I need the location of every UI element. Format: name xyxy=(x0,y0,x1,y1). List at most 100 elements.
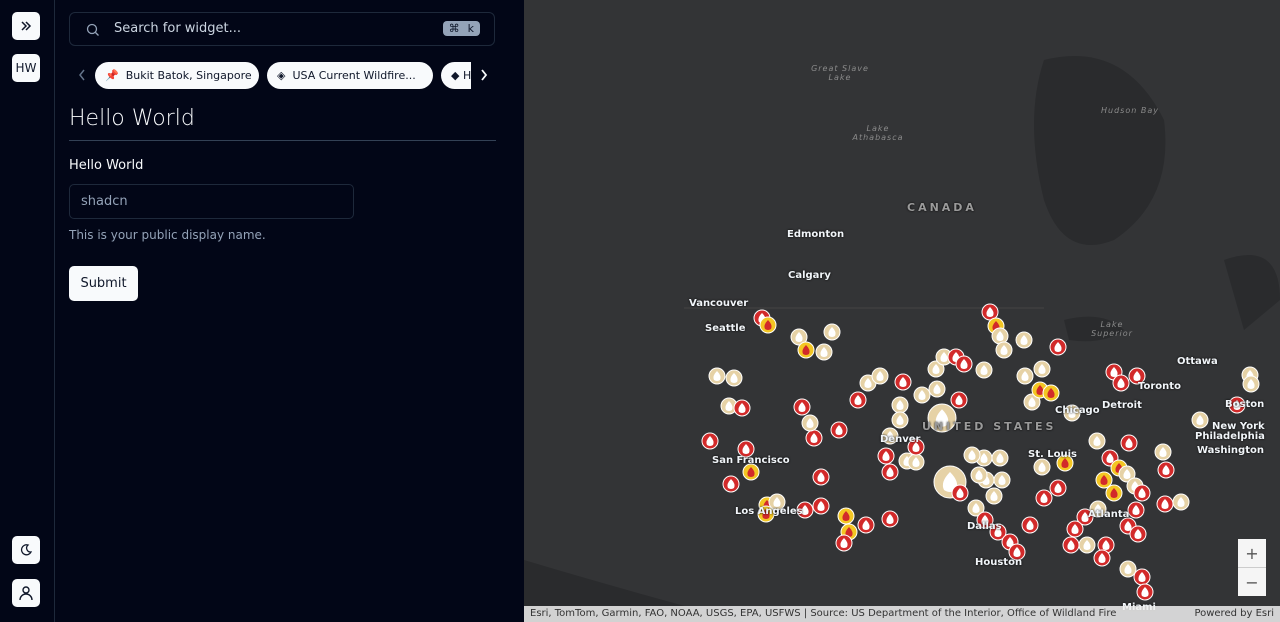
fire-marker[interactable] xyxy=(1016,367,1034,385)
fire-marker[interactable] xyxy=(950,391,968,409)
expand-button[interactable] xyxy=(12,12,40,40)
fire-marker[interactable] xyxy=(907,438,925,456)
chip[interactable]: ◆ H xyxy=(441,62,471,89)
fire-marker[interactable] xyxy=(1127,501,1145,519)
fire-marker[interactable] xyxy=(1076,508,1094,526)
fire-marker[interactable] xyxy=(1228,396,1246,414)
theme-button[interactable] xyxy=(12,536,40,564)
fire-marker[interactable] xyxy=(1023,393,1041,411)
fire-marker[interactable] xyxy=(1133,568,1151,586)
fire-marker[interactable] xyxy=(881,463,899,481)
fire-marker[interactable] xyxy=(1118,465,1136,483)
fire-marker[interactable] xyxy=(768,493,786,511)
fire-marker[interactable] xyxy=(951,484,969,502)
fire-marker[interactable] xyxy=(1097,536,1115,554)
fire-marker[interactable] xyxy=(722,475,740,493)
fire-marker[interactable] xyxy=(970,466,988,484)
fire-marker[interactable] xyxy=(1089,500,1107,518)
fire-marker[interactable] xyxy=(737,440,755,458)
chip-next[interactable] xyxy=(479,68,489,82)
fire-marker[interactable] xyxy=(812,468,830,486)
fire-marker[interactable] xyxy=(1112,374,1130,392)
fire-marker[interactable] xyxy=(733,399,751,417)
fire-marker[interactable] xyxy=(967,499,985,517)
fire-marker[interactable] xyxy=(1128,367,1146,385)
fire-marker[interactable] xyxy=(793,398,811,416)
fire-marker[interactable] xyxy=(991,449,1009,467)
user-button[interactable] xyxy=(12,579,40,607)
fire-marker[interactable] xyxy=(928,380,946,398)
fire-marker[interactable] xyxy=(805,429,823,447)
fire-marker[interactable] xyxy=(708,367,726,385)
fire-marker[interactable] xyxy=(1191,411,1209,429)
fire-marker[interactable] xyxy=(881,427,899,445)
fire-marker[interactable] xyxy=(823,323,841,341)
fire-marker[interactable] xyxy=(1119,560,1137,578)
fire-marker[interactable] xyxy=(1015,331,1033,349)
fire-marker[interactable] xyxy=(989,523,1007,541)
fire-marker[interactable] xyxy=(701,432,719,450)
fire-marker[interactable] xyxy=(1095,471,1113,489)
fire-marker[interactable] xyxy=(1035,489,1053,507)
fire-marker[interactable] xyxy=(796,501,814,519)
fire-marker[interactable] xyxy=(871,367,889,385)
search-box[interactable]: Search for widget... ⌘ k xyxy=(69,12,495,46)
fire-marker[interactable] xyxy=(881,510,899,528)
fire-marker[interactable] xyxy=(1136,583,1154,601)
fire-marker[interactable] xyxy=(1049,479,1067,497)
fire-marker[interactable] xyxy=(1062,536,1080,554)
fire-marker[interactable] xyxy=(725,369,743,387)
fire-marker[interactable] xyxy=(1042,384,1060,402)
fire-marker[interactable] xyxy=(1021,516,1039,534)
fire-marker[interactable] xyxy=(1008,543,1026,561)
fire-marker[interactable] xyxy=(742,463,760,481)
zoom-out[interactable]: − xyxy=(1238,567,1266,596)
fire-marker[interactable] xyxy=(894,373,912,391)
fire-marker[interactable] xyxy=(891,396,909,414)
fire-marker[interactable] xyxy=(955,355,973,373)
fire-marker[interactable] xyxy=(830,421,848,439)
fire-marker[interactable] xyxy=(1172,493,1190,511)
fire-marker[interactable] xyxy=(993,471,1011,489)
fire-marker[interactable] xyxy=(797,341,815,359)
fire-marker[interactable] xyxy=(976,511,994,529)
fire-marker[interactable] xyxy=(1129,525,1147,543)
fire-marker[interactable] xyxy=(985,487,1003,505)
fire-marker[interactable] xyxy=(1078,536,1096,554)
fire-marker[interactable] xyxy=(1066,520,1084,538)
fire-marker[interactable] xyxy=(913,386,931,404)
chip[interactable]: ◈ USA Current Wildfire... xyxy=(267,62,433,89)
fire-marker[interactable] xyxy=(1033,360,1051,378)
fire-marker[interactable] xyxy=(790,328,808,346)
fire-marker[interactable] xyxy=(720,397,738,415)
fire-marker[interactable] xyxy=(1088,432,1106,450)
fire-marker[interactable] xyxy=(1156,495,1174,513)
fire-marker[interactable] xyxy=(1120,434,1138,452)
text-input[interactable]: shadcn xyxy=(69,184,354,219)
fire-marker[interactable] xyxy=(1056,454,1074,472)
fire-marker[interactable] xyxy=(927,403,957,433)
chip-prev[interactable] xyxy=(77,68,87,82)
fire-marker[interactable] xyxy=(1033,458,1051,476)
fire-marker[interactable] xyxy=(837,507,855,525)
fire-marker[interactable] xyxy=(1063,404,1081,422)
fire-marker[interactable] xyxy=(1093,549,1111,567)
fire-marker[interactable] xyxy=(927,360,945,378)
fire-marker[interactable] xyxy=(891,411,909,429)
fire-marker[interactable] xyxy=(1157,461,1175,479)
fire-marker[interactable] xyxy=(1154,443,1172,461)
fire-marker[interactable] xyxy=(812,497,830,515)
fire-marker[interactable] xyxy=(991,327,1009,345)
fire-marker[interactable] xyxy=(1242,375,1260,393)
fire-marker[interactable] xyxy=(815,343,833,361)
fire-marker[interactable] xyxy=(995,341,1013,359)
fire-marker[interactable] xyxy=(857,516,875,534)
fire-marker[interactable] xyxy=(1133,484,1151,502)
fire-marker[interactable] xyxy=(835,534,853,552)
chip[interactable]: 📌 Bukit Batok, Singapore xyxy=(95,62,259,89)
fire-marker[interactable] xyxy=(849,391,867,409)
fire-marker[interactable] xyxy=(759,316,777,334)
fire-marker[interactable] xyxy=(757,505,775,523)
map[interactable]: Great Slave Lake Lake Athabasca Hudson Bay… xyxy=(524,0,1280,622)
fire-marker[interactable] xyxy=(975,361,993,379)
